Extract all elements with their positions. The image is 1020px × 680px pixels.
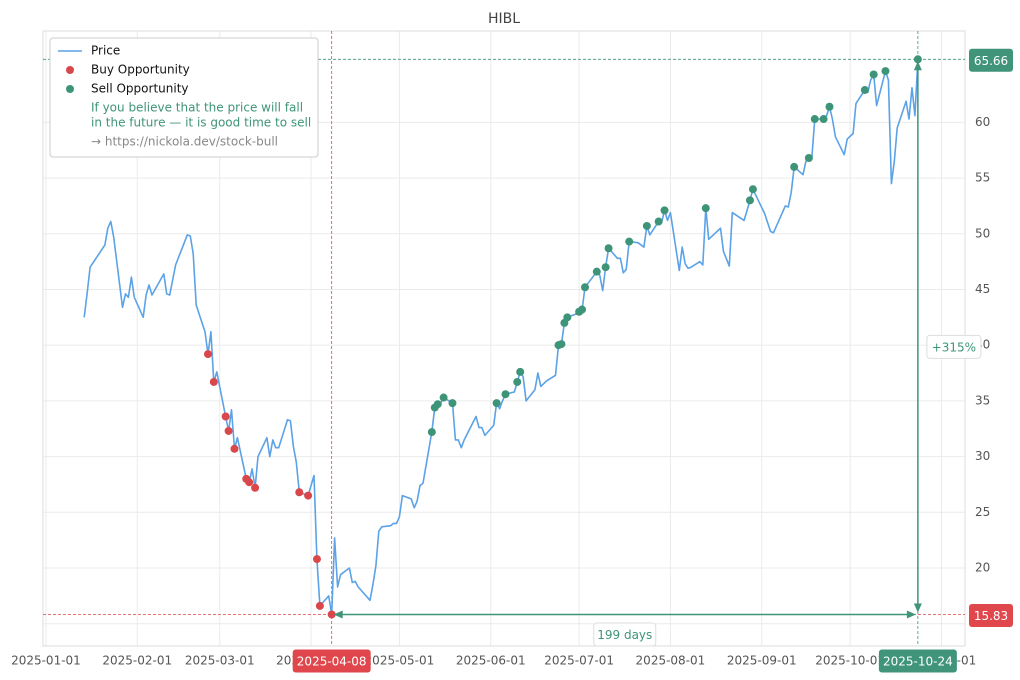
opportunity-point xyxy=(327,610,336,619)
opportunity-point xyxy=(513,377,522,386)
opportunity-point xyxy=(245,478,254,487)
opportunity-point xyxy=(563,313,572,322)
low-price-label-box xyxy=(969,603,1013,627)
opportunity-point xyxy=(881,67,890,76)
high-price-label-box xyxy=(969,48,1013,72)
arrow-head xyxy=(906,610,916,619)
legend-label: Sell Opportunity xyxy=(91,82,189,96)
y-tick-label: 30 xyxy=(975,449,990,463)
legend-link: → https://nickola.dev/stock-bull xyxy=(91,135,278,149)
legend-box xyxy=(49,37,319,158)
opportunity-point xyxy=(654,217,663,226)
high-date-label: 2025-10-24 xyxy=(883,655,953,669)
opportunity-point xyxy=(224,426,233,435)
opportunity-point xyxy=(230,444,239,453)
opportunity-point xyxy=(625,237,634,246)
opportunity-point xyxy=(660,206,669,215)
high-price-label: 65.66 xyxy=(974,54,1008,68)
opportunity-point xyxy=(304,491,313,500)
legend-dot xyxy=(66,66,74,74)
legend: Price Buy Opportunity Sell Opportunity If y… xyxy=(49,37,319,158)
opportunity-point xyxy=(592,267,601,276)
opportunity-point xyxy=(251,483,260,492)
x-tick-label: 2025-10-01 xyxy=(815,654,885,668)
opportunity-point xyxy=(448,399,457,408)
opportunity-point xyxy=(745,196,754,205)
opportunity-point xyxy=(869,70,878,79)
opportunity-point xyxy=(516,367,525,376)
change-label: +315% xyxy=(932,340,976,354)
y-tick-label: 55 xyxy=(975,171,990,185)
opportunity-point xyxy=(604,244,613,253)
y-tick-label: 25 xyxy=(975,505,990,519)
legend-note: in the future — it is good time to sell xyxy=(91,116,311,130)
opportunity-point xyxy=(221,412,230,421)
y-tick-label: 45 xyxy=(975,282,990,296)
opportunity-point xyxy=(203,350,212,359)
opportunity-point xyxy=(209,377,218,386)
opportunity-point xyxy=(790,162,799,171)
opportunity-point xyxy=(433,400,442,409)
y-tick-label: 50 xyxy=(975,226,990,240)
y-tick-label: 35 xyxy=(975,393,990,407)
y-tick-label: 60 xyxy=(975,115,990,129)
opportunity-point xyxy=(819,115,828,124)
low-date-label-box xyxy=(292,649,371,673)
opportunity-point xyxy=(601,263,610,272)
opportunity-point xyxy=(501,390,510,399)
opportunity-point xyxy=(825,102,834,111)
x-tick-label: 2025-05-01 xyxy=(365,654,435,668)
opportunity-point xyxy=(295,488,304,497)
opportunity-point xyxy=(804,154,813,163)
x-tick-label: 2025-08-01 xyxy=(636,654,706,668)
span-label-box xyxy=(593,622,657,647)
x-tick-label: 2025-02-01 xyxy=(102,654,172,668)
chart-title: HIBL xyxy=(488,11,520,27)
opportunity-point xyxy=(701,204,710,213)
opportunity-point xyxy=(810,115,819,124)
opportunity-point xyxy=(913,55,922,64)
high-date-label-box xyxy=(878,649,957,673)
opportunity-point xyxy=(439,393,448,402)
x-tick-label: 2025-03-01 xyxy=(185,654,255,668)
x-tick-label: 2025-07-01 xyxy=(544,654,614,668)
opportunity-point xyxy=(557,340,566,349)
opportunity-point xyxy=(581,283,590,292)
x-tick-label: 2025-01-01 xyxy=(11,654,81,668)
legend-note: If you believe that the price will fall xyxy=(91,101,303,115)
opportunity-point xyxy=(312,555,321,564)
low-price-label: 15.83 xyxy=(974,609,1008,623)
x-tick-label: 2025-09-01 xyxy=(727,654,797,668)
arrow-head xyxy=(913,603,922,613)
legend-label: Price xyxy=(91,44,120,58)
price-line xyxy=(83,59,919,616)
arrow-head xyxy=(913,61,922,71)
legend-label: Buy Opportunity xyxy=(91,63,190,77)
opportunity-point xyxy=(860,86,869,95)
y-tick-label: 20 xyxy=(975,561,990,575)
low-date-label: 2025-04-08 xyxy=(297,655,367,669)
span-label: 199 days xyxy=(597,628,652,642)
legend-dot xyxy=(66,85,74,93)
arrow-head xyxy=(333,610,343,619)
opportunity-point xyxy=(315,601,324,610)
opportunity-point xyxy=(427,428,436,437)
x-tick-label: 2025-06-01 xyxy=(456,654,526,668)
opportunity-point xyxy=(578,305,587,314)
change-label-box xyxy=(926,334,982,359)
opportunity-point xyxy=(748,185,757,194)
opportunity-point xyxy=(492,399,501,408)
opportunity-point xyxy=(642,221,651,230)
